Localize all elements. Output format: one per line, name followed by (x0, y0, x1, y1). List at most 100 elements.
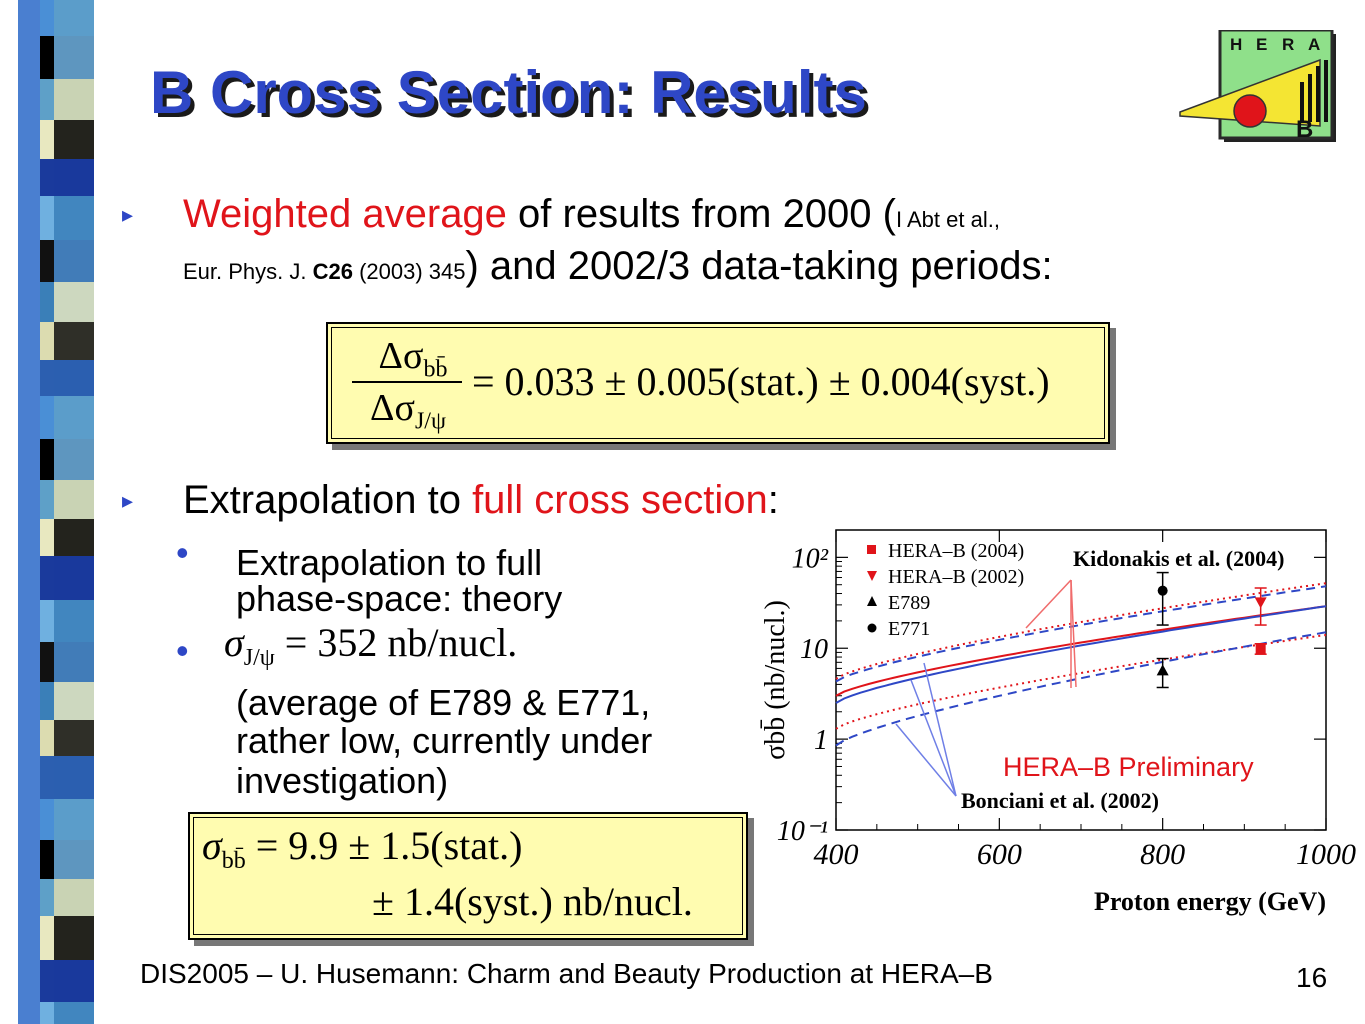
logo-letter-h: H (1230, 35, 1242, 54)
x-tick-label: 800 (1140, 838, 1185, 871)
kidonakis-arrow (1070, 579, 1077, 688)
y-tick-label: 10² (792, 543, 829, 574)
bullet1-line1: Weighted average of results from 2000 (I… (183, 192, 1000, 237)
reference-year: (2003) 345 (352, 259, 466, 284)
theory-curve (835, 634, 1327, 730)
weighted-average-text: Weighted average (183, 192, 507, 236)
jpsi-value: = 352 nb/nucl. (274, 620, 518, 665)
bonciani-arrow (895, 723, 957, 797)
kidonakis-annotation: Kidonakis et al. (2004) (1073, 546, 1284, 571)
bullet2-text-a: Extrapolation to (183, 478, 473, 522)
bonciani-arrow (923, 662, 957, 797)
legend-label: E771 (888, 618, 930, 640)
legend-marker (867, 545, 876, 554)
dot-bullet-icon: • (176, 532, 189, 573)
y-tick-label: 10 (800, 634, 828, 665)
dot-bullet-icon: • (176, 630, 189, 671)
strip-block (54, 916, 94, 960)
data-point-marker (1156, 664, 1169, 676)
x-axis-label: Proton energy (GeV) (1094, 887, 1326, 916)
x-tick-label: 1000 (1296, 838, 1356, 871)
strip-block (54, 240, 94, 282)
x-tick-label: 600 (977, 838, 1022, 871)
bb-syst-value: ± 1.4(syst.) nb/nucl. (372, 879, 693, 924)
denominator-symbol: Δσ (370, 387, 415, 429)
strip-block (54, 682, 94, 720)
denominator-subscript: J/ψ (414, 408, 446, 435)
strip-block (54, 79, 94, 120)
strip-block (54, 879, 94, 916)
legend-label: E789 (888, 592, 930, 614)
reference-journal: Eur. Phys. J. (183, 259, 313, 284)
fraction-bar (352, 381, 462, 383)
bb-cross-section-box: σbb̄ = 9.9 ± 1.5(stat.) ± 1.4(syst.) nb/… (188, 812, 748, 940)
sub-bullet1-line2: phase-space: theory (236, 578, 563, 619)
full-cross-section-text: full cross section (472, 478, 768, 522)
jpsi-sigma-symbol: σ (224, 620, 244, 665)
plot-frame (835, 529, 1327, 831)
x-tick-label: 400 (814, 838, 859, 871)
strip-block (54, 519, 94, 556)
strip-block (54, 322, 94, 360)
bonciani-arrow (910, 679, 957, 797)
hera-b-logo: H E R A B (1179, 30, 1336, 143)
numerator-symbol: Δσ (378, 335, 424, 377)
logo-letter-r: R (1282, 35, 1294, 54)
strip-block (54, 799, 94, 840)
kidonakis-arrow (1025, 579, 1072, 629)
strip-block (54, 756, 94, 799)
reference-volume: C26 (312, 259, 353, 284)
theory-curve (835, 582, 1327, 680)
bullet1-text-b: ) and 2002/3 data-taking periods: (465, 244, 1053, 288)
ratio-denominator: ΔσJ/ψ (348, 386, 468, 436)
bullet2-line: Extrapolation to full cross section: (183, 478, 779, 523)
y-tick-label: 1 (814, 725, 828, 756)
legend-label: HERA–B (2002) (888, 566, 1024, 588)
data-point-marker (1157, 585, 1168, 596)
logo-letter-b: B (1296, 116, 1313, 143)
ratio-numerator: Δσbb̄ (358, 334, 468, 384)
data-point-marker (1255, 643, 1266, 654)
strip-block (54, 120, 94, 159)
legend-marker (867, 596, 877, 606)
cross-section-chart: 400 600 800 1000 10⁻¹ 1 10 10² Proton energy (Ge… (746, 520, 1356, 930)
sub-bullet2-line3: investigation) (236, 760, 449, 801)
bb-cross-section-inner-border (193, 817, 743, 935)
bullet2-text-b: : (767, 478, 779, 522)
sub-bullet2-line1: (average of E789 & E771, (236, 682, 651, 723)
strip-block (54, 360, 94, 396)
data-point-marker (1254, 597, 1267, 609)
slide-footer: DIS2005 – U. Husemann: Charm and Beauty … (140, 958, 993, 989)
reference-authors: I Abt et al., (895, 207, 1000, 232)
sub-bullet1-line1: Extrapolation to full (236, 542, 543, 583)
bb-sigma-symbol: σ (202, 823, 222, 868)
numerator-subscript: bb̄ (423, 356, 448, 383)
cross-section-plot: 400 600 800 1000 10⁻¹ 1 10 10² Proton energy (Ge… (760, 529, 1356, 916)
decorative-side-strip (0, 0, 118, 1024)
strip-block (54, 840, 94, 879)
strip-block (54, 196, 94, 240)
side-strip-graphic (18, 0, 94, 1024)
strip-edge (18, 0, 40, 1024)
legend-label: HERA–B (2004) (888, 540, 1024, 562)
strip-block (54, 159, 94, 196)
jpsi-cross-section-formula: σJ/ψ = 352 nb/nucl. (224, 623, 517, 677)
bb-result-line1: σbb̄ = 9.9 ± 1.5(stat.) (202, 822, 522, 875)
bullet1-line2: Eur. Phys. J. C26 (2003) 345) and 2002/3… (183, 244, 1053, 289)
sub-bullet2-line2: rather low, currently under (236, 720, 653, 761)
strip-block (54, 282, 94, 322)
y-axis-label: σbb̄ (nb/nucl.) (760, 600, 791, 760)
legend-marker (867, 571, 877, 581)
ratio-equation-box: Δσbb̄ ΔσJ/ψ = 0.033 ± 0.005(stat.) ± 0.0… (326, 322, 1110, 444)
bb-stat-value: = 9.9 ± 1.5(stat.) (245, 823, 523, 868)
ratio-value: = 0.033 ± 0.005(stat.) ± 0.004(syst.) (472, 359, 1050, 404)
jpsi-subscript: J/ψ (243, 645, 275, 671)
logo-letter-a: A (1308, 35, 1320, 54)
slide-title: B Cross Section: Results (150, 59, 867, 126)
strip-block (54, 600, 94, 642)
legend-marker (867, 623, 877, 633)
strip-block (54, 556, 94, 600)
theory-curve (835, 605, 1327, 704)
ratio-equation-inner-border (331, 327, 1105, 439)
strip-block (54, 0, 94, 36)
